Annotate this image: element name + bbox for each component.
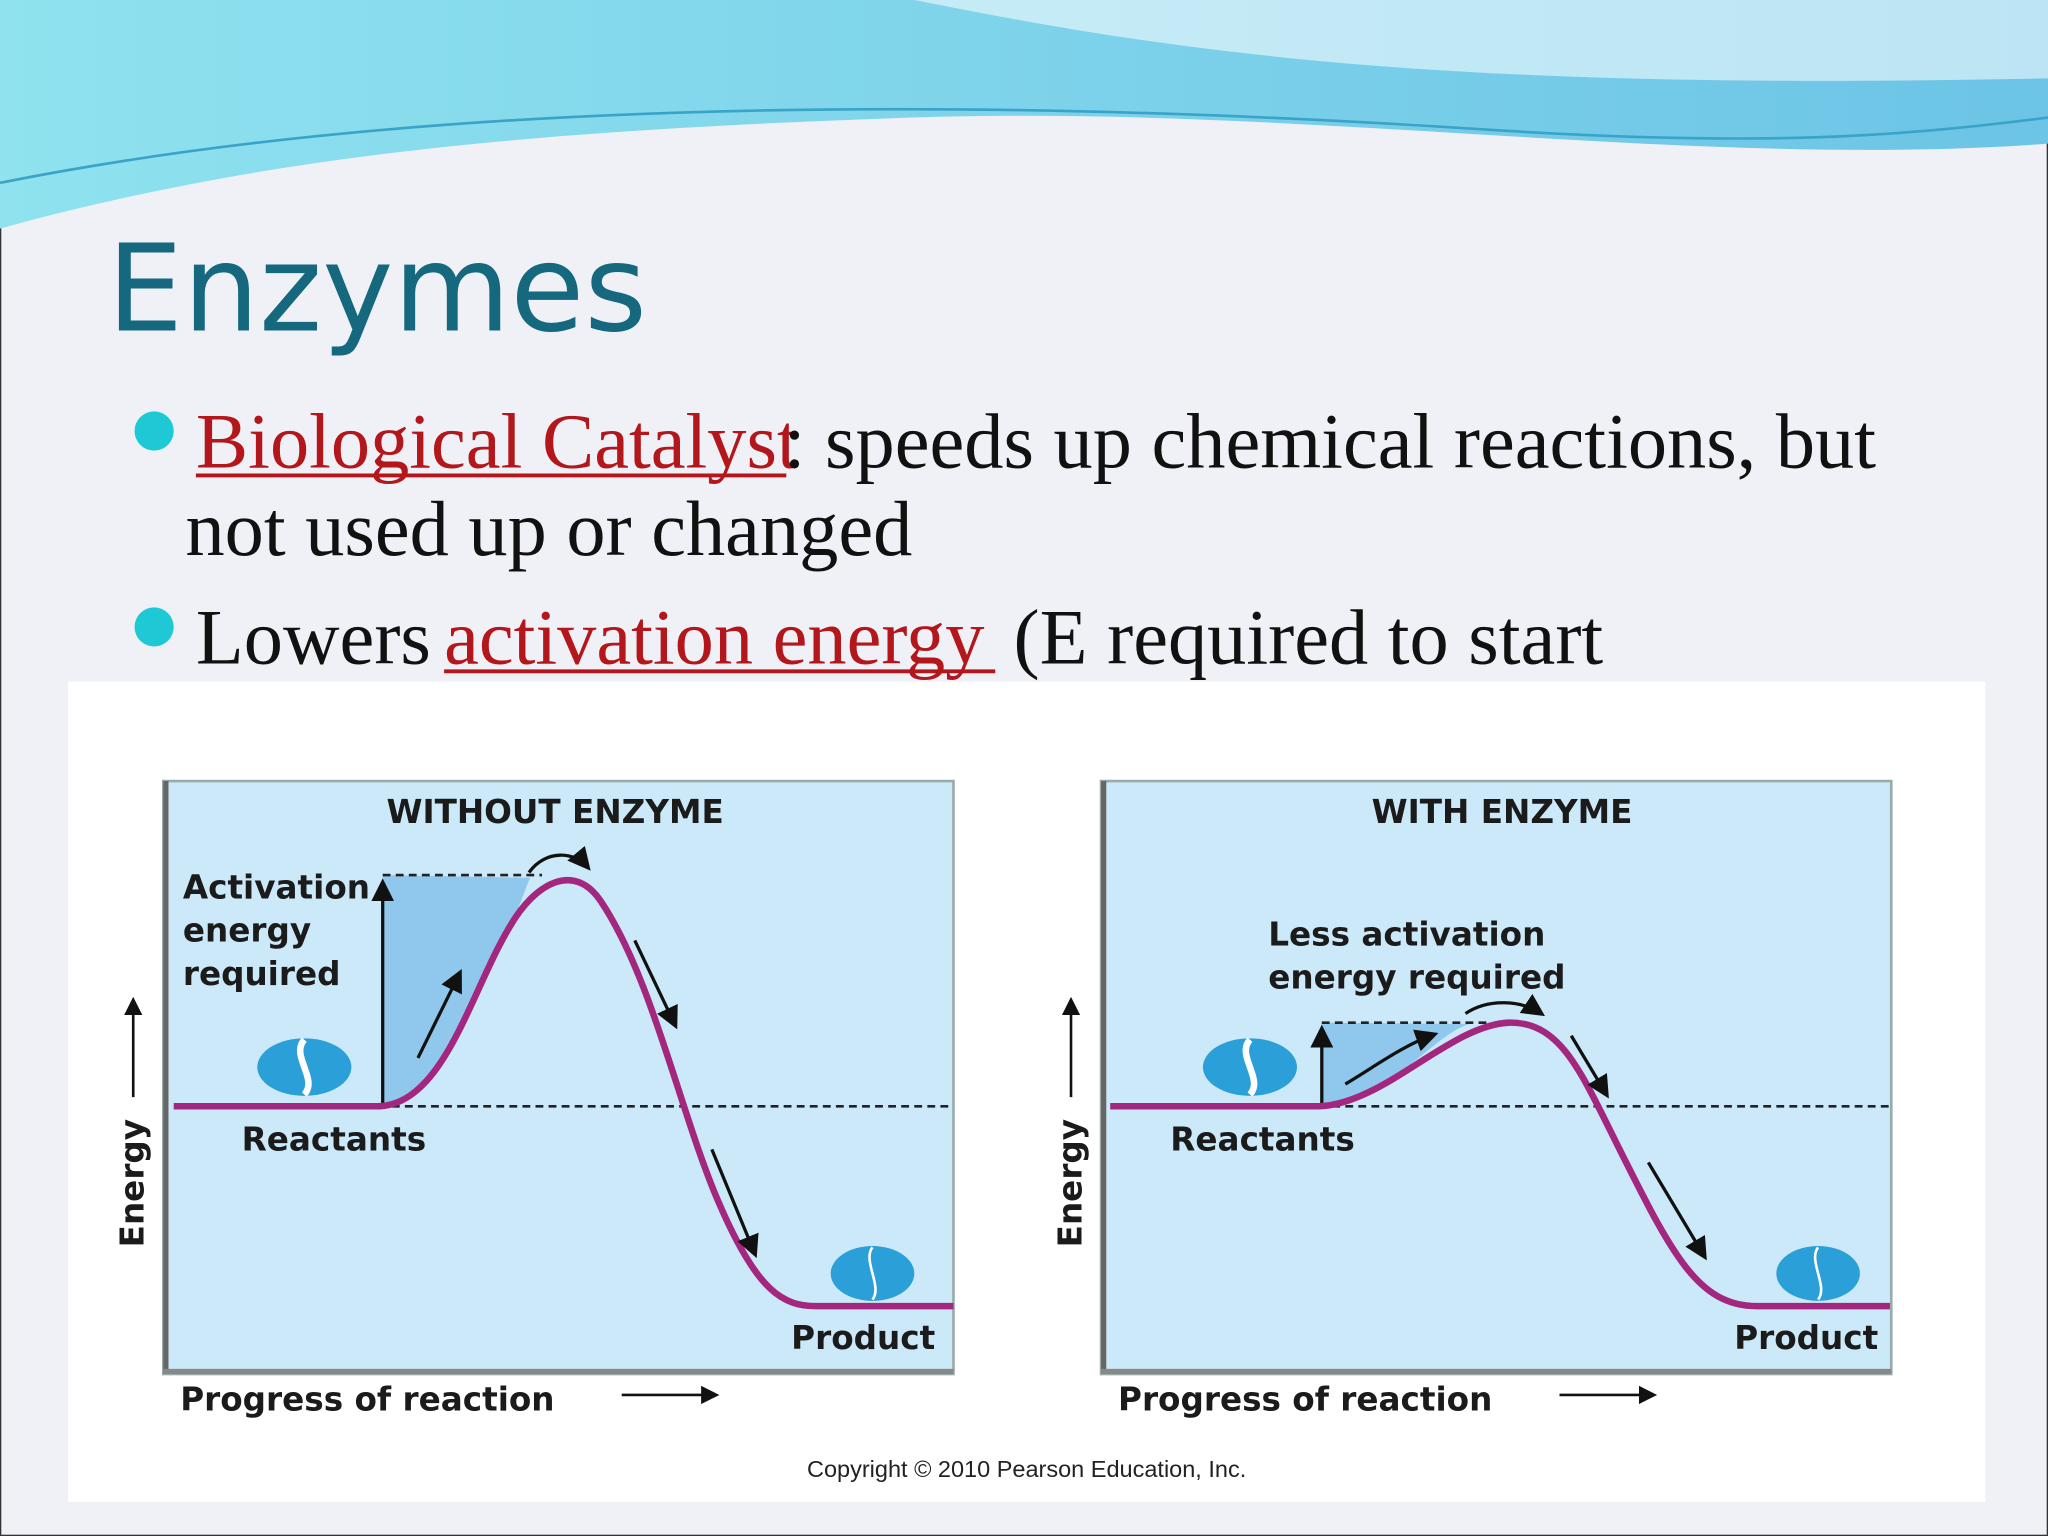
annotation: energy <box>183 912 311 950</box>
arrow <box>1344 1029 1439 1086</box>
bullet-term: activation energy <box>444 594 984 681</box>
bullet-text: not used up or changed <box>185 485 912 572</box>
product-line <box>868 1246 877 1301</box>
copyright: Copyright © 2010 Pearson Education, Inc. <box>807 1456 1246 1482</box>
arrow <box>1646 1161 1707 1261</box>
y-axis-label: Energy <box>114 1119 152 1247</box>
panel: WITH ENZYME Less activation energy requi… <box>1051 779 1893 1419</box>
header-highlight <box>914 0 2048 81</box>
product-label: Product <box>1734 1319 1878 1357</box>
x-axis-label: Progress of reaction <box>1118 1381 1492 1419</box>
bullet-term: Biological Catalyst <box>196 398 799 485</box>
slide-title: Enzymes <box>107 219 647 359</box>
enzyme-split <box>1242 1037 1258 1097</box>
annotation: required <box>183 955 341 993</box>
bullet-text: (E required to start <box>1014 594 1604 681</box>
header-line <box>0 107 2048 185</box>
bullet-dot <box>134 607 174 647</box>
annotation: Less activation <box>1268 916 1545 954</box>
bullet-text: Lowers <box>196 594 431 681</box>
reactants-label: Reactants <box>242 1121 427 1159</box>
arrow <box>710 1148 759 1259</box>
x-axis-label: Progress of reaction <box>180 1381 554 1419</box>
product-label: Product <box>791 1319 935 1357</box>
panel: WITHOUT ENZYME Activation energy require… <box>114 779 955 1419</box>
arrow <box>633 939 678 1030</box>
annotation: Activation <box>183 869 370 907</box>
energy-curve <box>1110 1019 1890 1310</box>
arrow <box>1569 1034 1609 1099</box>
bullet-text: : speeds up chemical reactions, but <box>784 398 1877 485</box>
bullet-dot <box>134 411 174 451</box>
panel-title: WITH ENZYME <box>1372 793 1633 831</box>
arrow <box>416 968 462 1059</box>
product-line <box>1813 1246 1823 1301</box>
y-axis-label: Energy <box>1051 1119 1089 1247</box>
arrow <box>1464 993 1546 1017</box>
enzyme-split <box>296 1037 312 1097</box>
reactants-label: Reactants <box>1170 1121 1355 1159</box>
annotation: energy required <box>1268 959 1565 997</box>
panel-title: WITHOUT ENZYME <box>386 793 723 831</box>
arrow <box>527 845 591 874</box>
